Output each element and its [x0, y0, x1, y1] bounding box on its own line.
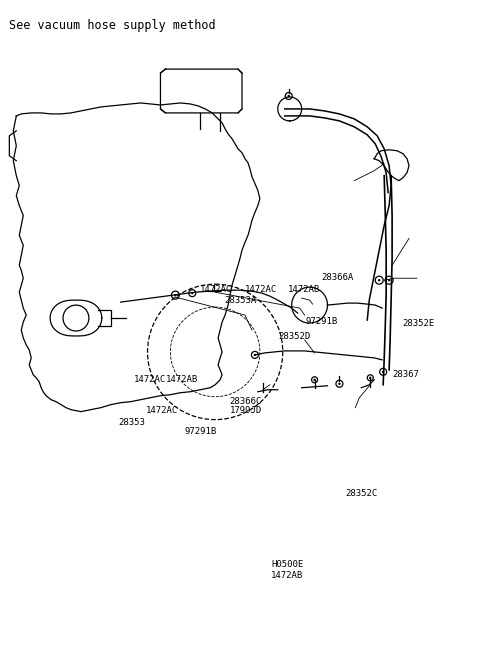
Text: 1472AB: 1472AB [288, 284, 320, 294]
Text: 28353: 28353 [118, 418, 145, 426]
Text: 1472AC: 1472AC [199, 284, 232, 294]
Text: 28352D: 28352D [278, 332, 311, 341]
Circle shape [378, 279, 380, 281]
Text: 97291B: 97291B [184, 427, 216, 436]
Text: 1472AB: 1472AB [166, 375, 198, 384]
Text: 28366C: 28366C [229, 397, 262, 405]
Text: 28366A: 28366A [321, 273, 353, 282]
Circle shape [388, 279, 390, 281]
Circle shape [313, 378, 316, 381]
Text: 28352E: 28352E [402, 319, 434, 328]
Text: 1472AB: 1472AB [271, 572, 303, 580]
Text: 1799JD: 1799JD [229, 407, 262, 415]
Circle shape [254, 353, 256, 356]
Text: 1472AC: 1472AC [145, 407, 178, 415]
Circle shape [369, 376, 372, 379]
Text: 28367: 28367 [393, 370, 420, 379]
Text: See vacuum hose supply method: See vacuum hose supply method [9, 19, 216, 32]
Circle shape [288, 95, 290, 97]
Text: 97291B: 97291B [306, 317, 338, 327]
Circle shape [174, 294, 177, 296]
Circle shape [191, 292, 193, 294]
Text: 1472AC: 1472AC [134, 375, 166, 384]
Circle shape [382, 371, 384, 373]
Text: 28353A: 28353A [225, 296, 257, 305]
Text: H0500E: H0500E [271, 560, 303, 568]
Circle shape [338, 382, 341, 385]
Text: 28352C: 28352C [345, 489, 377, 498]
Text: 1472AC: 1472AC [245, 284, 277, 294]
